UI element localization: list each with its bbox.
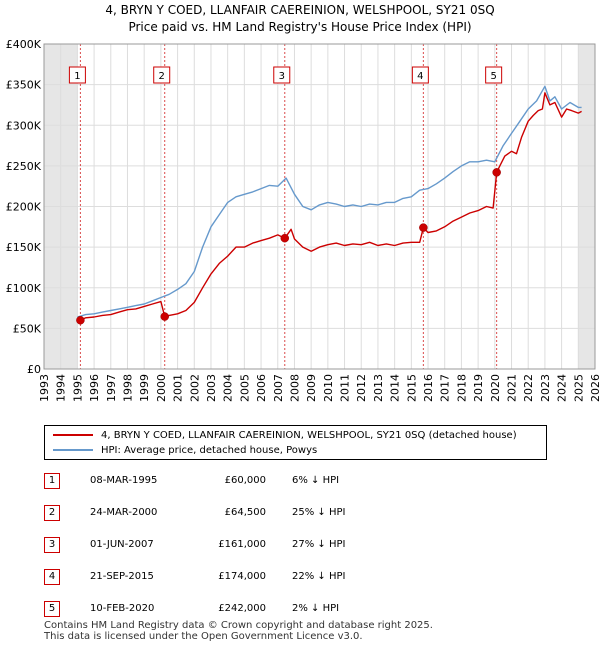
sale-point [280, 233, 290, 243]
sale-row: 5 10-FEB-2020 £242,000 2% ↓ HPI [44, 601, 464, 617]
y-tick-label: £300K [6, 119, 42, 132]
footer: Contains HM Land Registry data © Crown c… [44, 620, 433, 642]
sale-marker-badge: 2 [44, 505, 60, 521]
x-tick-label: 2013 [372, 374, 385, 402]
x-tick-label: 1994 [55, 374, 68, 402]
x-tick-label: 2006 [255, 374, 268, 402]
legend-item-property: 4, BRYN Y COED, LLANFAIR CAEREINION, WEL… [53, 429, 517, 443]
x-tick-label: 2008 [288, 374, 301, 402]
y-tick-label: £150K [6, 241, 42, 254]
legend-label-property: 4, BRYN Y COED, LLANFAIR CAEREINION, WEL… [101, 430, 517, 441]
title-line-1: 4, BRYN Y COED, LLANFAIR CAEREINION, WEL… [105, 3, 495, 17]
sale-point [76, 316, 85, 325]
x-tick-label: 2022 [522, 374, 535, 402]
x-tick-label: 2004 [222, 374, 235, 402]
sale-marker-label: 2 [159, 71, 165, 82]
chart-plot: 1 2 3 4 5 £0 £50K £100K £150K £200K £250K £300K £35… [6, 38, 600, 402]
y-tick-label: £250K [6, 160, 42, 173]
x-tick-label: 2001 [172, 374, 185, 402]
x-tick-label: 2025 [572, 374, 585, 402]
x-tick-label: 1999 [138, 374, 151, 402]
x-tick-label: 1998 [121, 374, 134, 402]
x-tick-label: 2016 [422, 374, 435, 402]
x-tick-label: 2009 [305, 374, 318, 402]
sale-date: 01-JUN-2007 [90, 539, 154, 550]
x-tick-label: 2014 [389, 374, 402, 402]
sale-row: 3 01-JUN-2007 £161,000 27% ↓ HPI [44, 537, 464, 553]
sale-hpi-diff: 25% ↓ HPI [292, 507, 346, 518]
x-tick-label: 2021 [506, 374, 519, 402]
y-tick-label: £400K [6, 38, 42, 51]
x-tick-label: 2017 [439, 374, 452, 402]
sale-price: £174,000 [218, 571, 266, 582]
legend-label-hpi: HPI: Average price, detached house, Powy… [101, 445, 318, 456]
legend-swatch-property [53, 434, 93, 436]
sale-marker-badge: 1 [44, 473, 60, 489]
chart-title: 4, BRYN Y COED, LLANFAIR CAEREINION, WEL… [0, 2, 600, 36]
x-tick-label: 2012 [355, 374, 368, 402]
x-tick-label: 1995 [71, 374, 84, 402]
x-tick-label: 2011 [339, 374, 352, 402]
x-tick-label: 2024 [556, 374, 569, 402]
sale-row: 4 21-SEP-2015 £174,000 22% ↓ HPI [44, 569, 464, 585]
sale-hpi-diff: 6% ↓ HPI [292, 475, 340, 486]
sale-marker-label: 1 [74, 71, 80, 82]
sale-point [419, 223, 428, 232]
sale-marker-box [68, 66, 86, 84]
x-tick-label: 2018 [455, 374, 468, 402]
x-tick-label: 2000 [155, 374, 168, 402]
footer-copyright: Contains HM Land Registry data © Crown c… [44, 620, 433, 631]
x-tick-label: 1997 [105, 374, 118, 402]
legend-item-hpi: HPI: Average price, detached house, Powy… [53, 444, 317, 458]
sale-price: £60,000 [224, 475, 266, 486]
sale-marker-label: 3 [279, 71, 285, 82]
x-tick-label: 2019 [472, 374, 485, 402]
x-tick-label: 2005 [238, 374, 251, 402]
sale-date: 10-FEB-2020 [90, 603, 155, 614]
x-tick-label: 2015 [405, 374, 418, 402]
sale-marker-box [485, 66, 503, 84]
x-tick-label: 2003 [205, 374, 218, 402]
y-tick-label: £50K [13, 322, 42, 335]
x-tick-label: 2023 [539, 374, 552, 402]
x-tick-label: 1993 [38, 374, 51, 402]
title-line-2: Price paid vs. HM Land Registry's House … [128, 20, 472, 34]
sale-marker-box [273, 66, 291, 84]
sale-marker-badge: 4 [44, 569, 60, 585]
sale-hpi-diff: 2% ↓ HPI [292, 603, 340, 614]
x-tick-label: 1996 [88, 374, 101, 402]
x-tick-label: 2010 [322, 374, 335, 402]
legend: 4, BRYN Y COED, LLANFAIR CAEREINION, WEL… [44, 425, 547, 460]
x-tick-label: 2020 [489, 374, 502, 402]
x-tick-label: 2007 [272, 374, 285, 402]
y-tick-label: £0 [27, 363, 41, 376]
sale-row: 2 24-MAR-2000 £64,500 25% ↓ HPI [44, 505, 464, 521]
sale-hpi-diff: 27% ↓ HPI [292, 539, 346, 550]
sale-date: 21-SEP-2015 [90, 571, 154, 582]
sale-price: £64,500 [224, 507, 266, 518]
sale-price: £161,000 [218, 539, 266, 550]
footer-licence: This data is licensed under the Open Gov… [44, 631, 363, 642]
x-tick-label: 2002 [188, 374, 201, 402]
y-tick-label: £200K [6, 201, 42, 214]
y-tick-label: £350K [6, 79, 42, 92]
sale-date: 08-MAR-1995 [90, 475, 158, 486]
sale-hpi-diff: 22% ↓ HPI [292, 571, 346, 582]
sale-point [492, 168, 501, 177]
sale-row: 1 08-MAR-1995 £60,000 6% ↓ HPI [44, 473, 464, 489]
sale-marker-badge: 3 [44, 537, 60, 553]
sale-price: £242,000 [218, 603, 266, 614]
legend-swatch-hpi [53, 449, 93, 451]
sale-marker-box [153, 66, 171, 84]
sale-marker-label: 5 [490, 71, 496, 82]
sale-marker-label: 4 [417, 71, 423, 82]
sale-date: 24-MAR-2000 [90, 507, 158, 518]
sale-point [160, 312, 169, 321]
plot-frame [43, 43, 596, 370]
sale-marker-box [411, 66, 429, 84]
y-tick-label: £100K [6, 282, 42, 295]
x-tick-label: 2026 [589, 374, 600, 402]
series-line-hpi [77, 85, 582, 318]
sale-marker-badge: 5 [44, 601, 60, 617]
